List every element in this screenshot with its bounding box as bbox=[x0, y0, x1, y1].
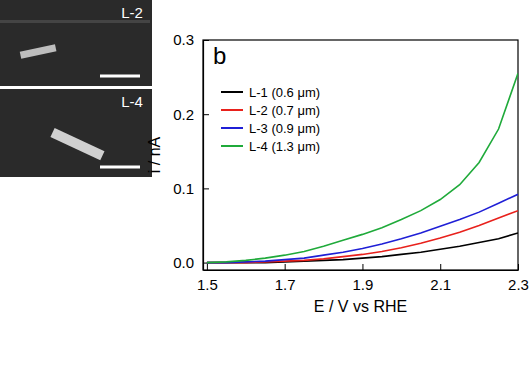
y-tick: 0.0 bbox=[173, 254, 209, 271]
data-line bbox=[207, 73, 518, 262]
y-tick-mark bbox=[203, 114, 209, 115]
legend-label: L-2 (0.7 μm) bbox=[249, 103, 320, 118]
image-background bbox=[0, 89, 152, 177]
x-axis-line bbox=[204, 270, 519, 271]
x-axis: 1.5 1.7 1.9 2.1 2.3 bbox=[197, 264, 529, 293]
micrograph: L-2 bbox=[0, 0, 152, 86]
data-line bbox=[207, 211, 518, 263]
panel-label: b bbox=[213, 42, 226, 69]
image-background bbox=[0, 0, 152, 86]
scale-bar bbox=[100, 166, 140, 169]
y-tick-mark bbox=[203, 188, 209, 189]
x-tick: 1.9 bbox=[353, 264, 374, 293]
y-tick-label: 0.2 bbox=[173, 105, 194, 122]
x-tick-mark bbox=[207, 264, 208, 270]
x-tick-label: 1.9 bbox=[353, 276, 374, 293]
legend-swatch bbox=[221, 145, 243, 147]
micrograph: L-4 bbox=[0, 89, 152, 177]
x-tick-mark bbox=[285, 264, 286, 270]
x-tick-label: 1.7 bbox=[275, 276, 296, 293]
legend-swatch bbox=[221, 127, 243, 129]
image-label: L-2 bbox=[121, 4, 143, 21]
data-line bbox=[207, 194, 518, 262]
x-tick-label: 2.1 bbox=[430, 276, 451, 293]
y-tick: 0.2 bbox=[173, 105, 209, 122]
legend-swatch bbox=[221, 91, 243, 93]
x-tick: 2.1 bbox=[430, 264, 451, 293]
x-tick: 1.5 bbox=[197, 264, 218, 293]
y-tick-label: 0.1 bbox=[173, 180, 194, 197]
legend-swatch bbox=[221, 109, 243, 111]
legend-label: L-1 (0.6 μm) bbox=[249, 85, 320, 100]
y-tick-label: 0.3 bbox=[173, 31, 194, 48]
y-tick-mark bbox=[203, 40, 209, 41]
y-axis-title: i / nA bbox=[146, 136, 163, 173]
figure: L-2 L-4 1.5 1.7 1.9 2.1 2.3 0.0 0.1 0.2 0.3 E / V v… bbox=[0, 0, 530, 378]
x-tick: 1.7 bbox=[275, 264, 296, 293]
x-tick-mark bbox=[362, 264, 363, 270]
x-axis-title: E / V vs RHE bbox=[314, 298, 407, 315]
x-tick-label: 1.5 bbox=[197, 276, 218, 293]
x-tick: 2.3 bbox=[508, 264, 529, 293]
image-label: L-4 bbox=[121, 93, 143, 110]
y-axis-line bbox=[203, 41, 204, 271]
scale-bar bbox=[100, 75, 140, 78]
image-feature bbox=[20, 44, 57, 58]
y-axis: 0.0 0.1 0.2 0.3 bbox=[173, 31, 209, 271]
legend-label: L-4 (1.3 μm) bbox=[249, 139, 320, 154]
y-tick-label: 0.0 bbox=[173, 254, 194, 271]
x-tick-label: 2.3 bbox=[508, 276, 529, 293]
image-feature bbox=[50, 128, 104, 160]
x-tick-mark bbox=[440, 264, 441, 270]
y-tick: 0.1 bbox=[173, 180, 209, 197]
legend-label: L-3 (0.9 μm) bbox=[249, 121, 320, 136]
plot-area bbox=[207, 73, 518, 262]
plot-frame bbox=[203, 40, 518, 270]
y-tick: 0.3 bbox=[173, 31, 209, 48]
legend: L-1 (0.6 μm) L-2 (0.7 μm) L-3 (0.9 μm) L-4 … bbox=[221, 85, 320, 154]
x-tick-mark bbox=[518, 264, 519, 270]
